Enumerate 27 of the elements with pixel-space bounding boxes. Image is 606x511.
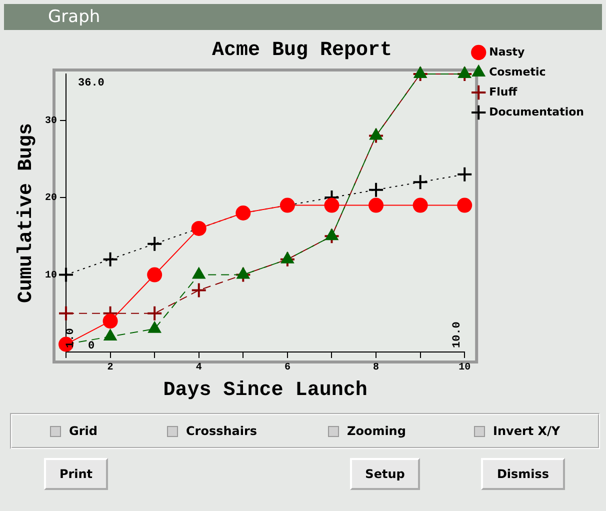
text: Dismiss: [481, 458, 565, 490]
x-tick-label: 4: [196, 362, 202, 374]
text: Crosshairs: [186, 424, 258, 438]
legend-label: Fluff: [489, 85, 518, 98]
annotation: 10.0: [451, 322, 464, 348]
annotation: 0: [88, 340, 95, 352]
x-tick-label: 8: [373, 362, 380, 374]
text: Grid: [69, 424, 98, 438]
text: Zooming: [347, 424, 406, 438]
legend-label: Nasty: [489, 45, 525, 58]
text: Print: [44, 458, 108, 490]
x-tick-label: 10: [458, 362, 471, 374]
annotation: 36.0: [78, 77, 104, 90]
legend-label: Cosmetic: [489, 65, 546, 78]
legend-label: Documentation: [489, 105, 584, 118]
x-axis-title: Days Since Launch: [163, 379, 368, 402]
x-tick-label: 6: [284, 362, 290, 374]
text: Setup: [350, 458, 420, 490]
y-tick-label: 30: [44, 116, 57, 127]
chart-title: Acme Bug Report: [212, 39, 392, 62]
y-tick-label: 20: [44, 193, 57, 204]
y-axis-title: Cumulative Bugs: [15, 122, 38, 304]
text: Graph: [48, 7, 100, 27]
y-tick-label: 10: [44, 270, 57, 282]
x-tick-label: 2: [107, 362, 114, 374]
text: Invert X/Y: [493, 424, 560, 438]
annotation: 1.0: [64, 328, 77, 348]
